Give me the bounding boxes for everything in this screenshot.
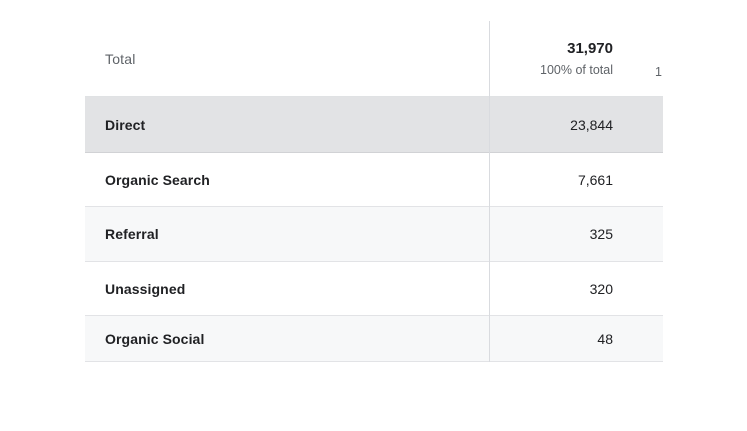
channel-value: 320 [589,280,613,297]
table-row[interactable]: Referral 325 [85,207,663,262]
clipped-next-column-text: 1 [655,65,662,79]
table-row[interactable]: Organic Search 7,661 [85,153,663,207]
total-value: 31,970 [567,39,613,57]
total-caption: 100% of total [540,62,613,77]
channel-value: 48 [597,330,613,347]
total-metric-cell: 31,970 100% of total [489,0,663,96]
channels-table: Total 31,970 100% of total 1 Direct 23,8… [85,0,663,362]
table-row[interactable]: Organic Social 48 [85,316,663,362]
table-header-row: Total 31,970 100% of total 1 [85,0,663,97]
channel-label: Direct [105,116,146,133]
total-row-cell: Total [85,0,489,96]
column-divider [489,21,490,362]
channel-value: 23,844 [570,116,613,133]
channel-label: Unassigned [105,280,186,297]
table-row[interactable]: Unassigned 320 [85,262,663,316]
channel-value: 7,661 [577,171,613,188]
table-row[interactable]: Direct 23,844 [85,97,663,153]
channel-label: Referral [105,226,159,242]
channel-label: Organic Search [105,171,210,188]
channel-label: Organic Social [105,330,205,347]
channel-value: 325 [589,226,613,242]
total-label: Total [105,50,136,67]
